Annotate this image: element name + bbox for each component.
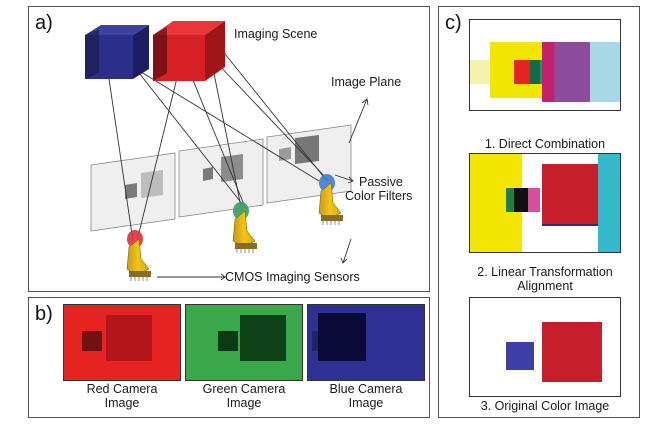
- panel-b: b) Red Camera Image Green Camera Image B…: [28, 297, 430, 418]
- sensor-blue: [318, 174, 343, 225]
- imaging-setup-diagram: [85, 21, 369, 281]
- green-camera-caption-2: Image: [226, 396, 262, 410]
- blue-square: [506, 342, 534, 370]
- blue-camera-caption-1: Blue Camera: [329, 382, 403, 396]
- panel-c: c) 1. Direct Combination 2. Linear Trans…: [438, 6, 640, 418]
- red-cube: [153, 21, 225, 81]
- direct-combination-image: [469, 19, 621, 111]
- red-camera-image: [63, 304, 181, 381]
- passive-filters-label-1: Passive: [359, 175, 403, 189]
- image-planes: [90, 124, 352, 232]
- cmos-sensors-label: CMOS Imaging Sensors: [225, 270, 360, 284]
- alignment-caption-2: Alignment: [517, 279, 573, 293]
- panel-b-label: b): [35, 303, 53, 325]
- image-plane-arrow: [348, 98, 369, 144]
- sensor-green: [232, 202, 257, 253]
- aligned-image: [469, 153, 621, 253]
- direct-combination-caption: 1. Direct Combination: [484, 137, 606, 151]
- panel-c-label: c): [445, 12, 462, 34]
- panel-a: a): [28, 6, 430, 292]
- image-plane-label: Image Plane: [331, 75, 402, 89]
- original-color-image: [469, 297, 621, 397]
- large-square: [106, 315, 152, 361]
- passive-filter-arrow: [334, 174, 354, 184]
- original-image-caption: 3. Original Color Image: [480, 399, 610, 413]
- large-square: [240, 315, 286, 361]
- sensor-red: [126, 230, 151, 281]
- small-square: [218, 331, 238, 351]
- imaging-scene-label: Imaging Scene: [234, 27, 318, 41]
- red-square: [542, 322, 602, 382]
- large-square: [318, 313, 366, 361]
- small-square: [82, 331, 102, 351]
- green-camera-image: [185, 304, 303, 381]
- passive-filters-label-2: Color Filters: [345, 189, 413, 203]
- blue-camera-caption-2: Image: [348, 396, 384, 410]
- blue-cube: [85, 25, 149, 79]
- green-camera-caption-1: Green Camera: [202, 382, 286, 396]
- blue-camera-image: [307, 304, 425, 381]
- red-camera-caption-2: Image: [104, 396, 140, 410]
- panel-a-label: a): [35, 12, 53, 34]
- red-camera-caption-1: Red Camera: [86, 382, 158, 396]
- alignment-caption-1: 2. Linear Transformation: [477, 265, 613, 279]
- cmos-arrows: [157, 238, 352, 281]
